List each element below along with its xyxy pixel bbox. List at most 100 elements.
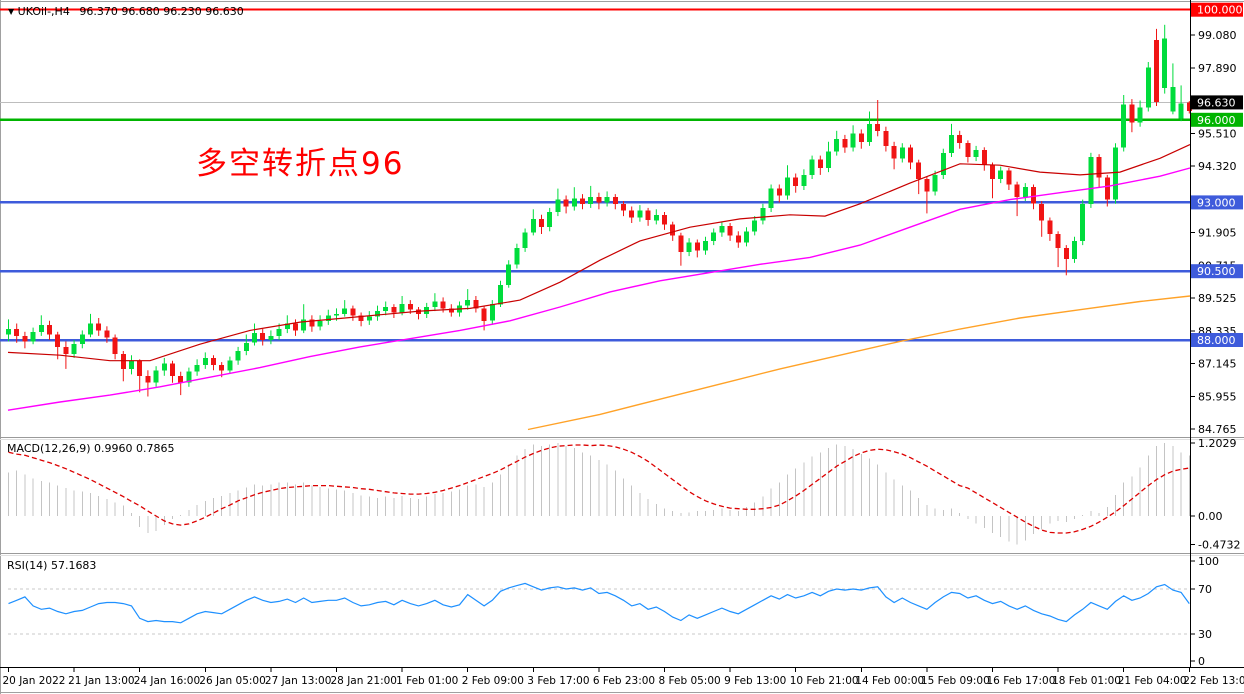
price-axis-label: 87.145 bbox=[1198, 358, 1237, 371]
level-badge-label: 96.000 bbox=[1197, 114, 1236, 127]
candle-bear bbox=[145, 370, 151, 397]
candle-bear bbox=[842, 134, 848, 153]
candle-bear bbox=[670, 221, 676, 241]
macd-layer bbox=[8, 443, 1190, 545]
candle-bull bbox=[88, 313, 93, 338]
candle-bull bbox=[932, 170, 938, 196]
candle-bull bbox=[1121, 95, 1127, 152]
candle-bear bbox=[990, 162, 995, 199]
candle-bull bbox=[276, 323, 282, 340]
price-axis-label: 85.955 bbox=[1198, 390, 1237, 403]
rsi-line bbox=[8, 582, 1190, 624]
candle-bull bbox=[1080, 199, 1086, 246]
time-axis-label: 28 Jan 21:00 bbox=[331, 675, 397, 687]
candle-bull bbox=[703, 236, 708, 255]
candle-bull bbox=[801, 169, 807, 190]
candle-bear bbox=[260, 329, 266, 346]
candle-bear bbox=[621, 201, 626, 217]
price-axis-label: 99.080 bbox=[1198, 29, 1237, 42]
candle-bull bbox=[588, 185, 594, 208]
candle-bear bbox=[358, 312, 364, 327]
macd-pane[interactable] bbox=[0, 440, 1190, 553]
candle-bear bbox=[817, 155, 823, 175]
candle-bull bbox=[1170, 63, 1176, 115]
candle-bear bbox=[14, 323, 20, 343]
candle-bear bbox=[645, 207, 651, 226]
candle-bear bbox=[694, 239, 700, 258]
candle-bear bbox=[448, 304, 454, 317]
candle-bear bbox=[104, 326, 110, 343]
candle-bear bbox=[539, 214, 544, 234]
candle-bull bbox=[530, 209, 536, 236]
candle-bear bbox=[1096, 154, 1102, 188]
candle-bear bbox=[137, 359, 143, 393]
time-axis-label: 24 Jan 16:00 bbox=[134, 675, 200, 687]
candle-bull bbox=[522, 228, 528, 252]
candle-bull bbox=[375, 305, 380, 321]
rsi-axis-label: 30 bbox=[1198, 628, 1212, 641]
time-axis-label: 18 Feb 01:00 bbox=[1052, 675, 1121, 687]
price-axis-label: 95.510 bbox=[1198, 127, 1237, 140]
candle-bear bbox=[596, 192, 602, 210]
candle-bull bbox=[686, 238, 692, 257]
candle-bull bbox=[785, 165, 790, 200]
candle-bull bbox=[1072, 236, 1077, 263]
time-axis-label: 21 Jan 13:00 bbox=[68, 675, 134, 687]
rsi-pane[interactable] bbox=[0, 556, 1190, 666]
candle-bull bbox=[768, 184, 774, 212]
symbol-title: ▼ UKOil-,H4 96.370 96.680 96.230 96.630 bbox=[8, 5, 244, 18]
symbol-timeframe-label: UKOil-,H4 bbox=[17, 5, 70, 18]
macd-axis-label: 0.00 bbox=[1198, 510, 1223, 523]
candle-bull bbox=[153, 366, 159, 387]
candle-bull bbox=[826, 141, 831, 173]
candle-bull bbox=[399, 296, 405, 316]
time-axis-label: 2 Feb 09:00 bbox=[462, 675, 524, 687]
candle-bull bbox=[301, 304, 307, 334]
time-axis-label: 14 Feb 00:00 bbox=[855, 675, 924, 687]
candle-bull bbox=[637, 205, 643, 222]
candle-bear bbox=[957, 130, 963, 149]
time-axis-label: 15 Feb 09:00 bbox=[921, 675, 990, 687]
candles-layer bbox=[6, 24, 1192, 397]
candle-bull bbox=[555, 188, 561, 217]
candle-bull bbox=[752, 216, 758, 236]
candle-bull bbox=[899, 143, 905, 163]
candle-bull bbox=[317, 315, 323, 331]
level-badge-label: 93.000 bbox=[1197, 196, 1236, 209]
candle-bear bbox=[793, 173, 799, 193]
candle-bull bbox=[186, 367, 192, 387]
candle-bear bbox=[858, 129, 864, 149]
candle-bear bbox=[1104, 174, 1110, 207]
candle-bull bbox=[760, 203, 766, 225]
candle-bear bbox=[924, 176, 930, 214]
candle-bull bbox=[973, 145, 979, 162]
candle-bull bbox=[711, 228, 717, 246]
price-axis-label: 89.525 bbox=[1198, 292, 1237, 305]
dropdown-arrow-icon[interactable]: ▼ bbox=[8, 7, 15, 16]
time-axis-label: 26 Jan 05:00 bbox=[199, 675, 265, 687]
candle-bull bbox=[834, 130, 840, 156]
candle-bull bbox=[6, 319, 11, 342]
price-axis-label: 84.765 bbox=[1198, 423, 1237, 436]
candle-bull bbox=[809, 155, 815, 179]
time-axis-label: 21 Feb 04:00 bbox=[1118, 675, 1187, 687]
candle-bull bbox=[1162, 24, 1168, 94]
candle-bull bbox=[432, 293, 438, 312]
candle-bear bbox=[908, 144, 913, 170]
ma-slow-orange bbox=[527, 295, 1191, 431]
level-badge-bg bbox=[1191, 264, 1243, 279]
time-axis-label: 10 Feb 21:00 bbox=[790, 675, 859, 687]
candle-bear bbox=[916, 159, 922, 195]
candle-bull bbox=[202, 352, 208, 369]
candle-bear bbox=[112, 334, 118, 360]
candle-bear bbox=[63, 341, 69, 369]
candle-bull bbox=[1145, 62, 1151, 112]
candle-bear bbox=[96, 318, 102, 336]
candle-bull bbox=[719, 221, 725, 237]
candle-bear bbox=[1006, 168, 1012, 190]
macd-indicator-label: MACD(12,26,9) 0.9960 0.7865 bbox=[7, 442, 175, 455]
candle-bull bbox=[867, 111, 872, 146]
candle-bull bbox=[342, 300, 348, 317]
main-chart-pane[interactable] bbox=[0, 0, 1190, 437]
